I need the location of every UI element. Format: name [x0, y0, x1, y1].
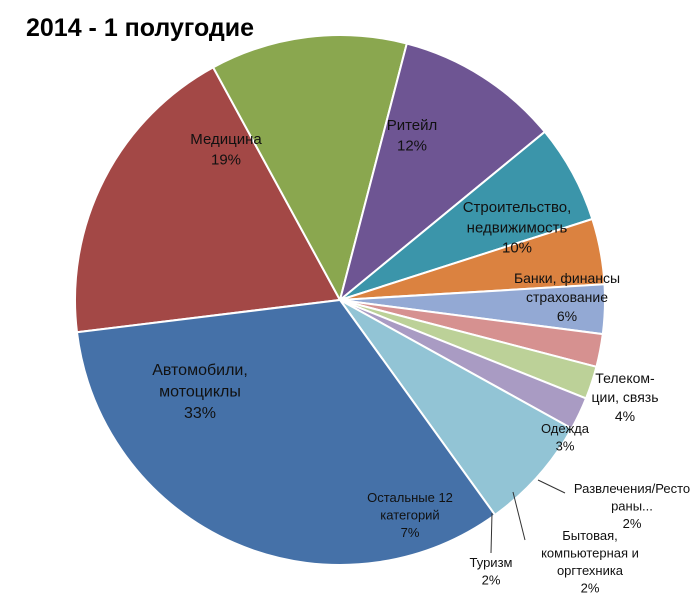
slice-name: компьютерная и	[541, 546, 639, 561]
slice-percent: 7%	[401, 525, 420, 540]
slice-label: Банки, финансы страхование 6%	[514, 270, 620, 324]
slice-name: Банки, финансы	[514, 270, 620, 286]
slice-name: Автомобили,	[152, 362, 248, 379]
pie-slice	[338, 42, 547, 303]
slice-name: Развлечения/Ресто	[574, 481, 690, 496]
slice-percent: 12%	[397, 137, 427, 154]
slice-name: мотоциклы	[159, 384, 241, 401]
pie-slice	[74, 65, 342, 334]
slice-percent: 4%	[615, 408, 635, 424]
slice-label: Развлечения/Ресто раны... 2%	[574, 481, 690, 531]
leader-lines	[490, 479, 566, 554]
slice-percent: 2%	[581, 581, 600, 596]
slice-name: Туризм	[470, 555, 513, 570]
slice-percent: 19%	[211, 151, 241, 168]
slice-label: Медицина 19%	[190, 131, 262, 168]
leader-line	[490, 512, 493, 554]
slice-label: Телеком-ции, связь 4%	[591, 370, 658, 424]
pie-slices	[74, 34, 606, 566]
slice-name: категорий	[380, 508, 439, 523]
slice-name: Медицина	[190, 131, 262, 148]
slice-percent: 3%	[556, 439, 575, 454]
chart-title: 2014 - 1 полугодие	[26, 14, 255, 42]
slice-name: Одежда	[541, 421, 590, 436]
slice-label: Автомобили, мотоциклы 33%	[152, 362, 248, 422]
slice-name: ции, связь	[591, 389, 658, 405]
slice-name: страхование	[526, 289, 608, 305]
slice-labels: Медицина 19% Ритейл 12% Строительство, недвиж…	[152, 117, 690, 596]
slice-name: Остальные 12	[367, 490, 453, 505]
slice-name: оргтехника	[557, 563, 624, 578]
slice-name: Телеком-	[595, 370, 655, 386]
pie-slice	[75, 298, 497, 566]
leader-line	[537, 479, 566, 494]
slice-label: Туризм 2%	[470, 555, 513, 588]
slice-label: Остальные 12 категорий 7%	[367, 490, 453, 540]
slice-percent: 33%	[184, 405, 216, 422]
slice-name: недвижимость	[467, 219, 568, 236]
slice-name: Строительство,	[463, 199, 572, 216]
slice-percent: 2%	[482, 573, 501, 588]
slice-name: раны...	[611, 499, 653, 514]
slice-percent: 10%	[502, 240, 532, 257]
slice-percent: 2%	[623, 516, 642, 531]
slice-label: Строительство, недвижимость 10%	[463, 199, 572, 257]
pie-slice	[339, 299, 574, 517]
slice-name: Ритейл	[387, 117, 438, 134]
slice-percent: 6%	[557, 308, 577, 324]
leader-line	[512, 491, 526, 541]
slice-label: Одежда 3%	[541, 421, 590, 454]
slice-label: Ритейл 12%	[387, 117, 438, 154]
slice-label: Бытовая, компьютерная и оргтехника 2%	[541, 528, 639, 596]
slice-name: Бытовая,	[562, 528, 618, 543]
pie-slice	[211, 34, 409, 303]
